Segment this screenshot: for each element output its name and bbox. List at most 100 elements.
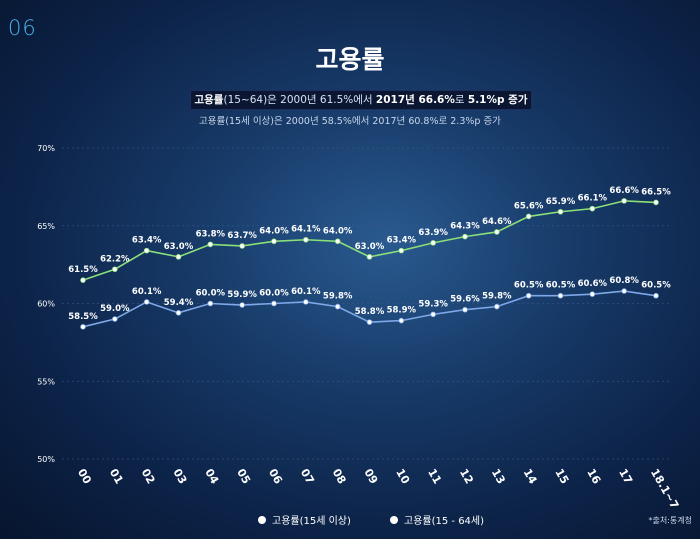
x-tick-label: 13 [489, 466, 508, 486]
data-label: 64.1% [291, 225, 321, 235]
data-point [398, 317, 405, 324]
data-label: 58.9% [387, 306, 417, 316]
data-label: 59.4% [164, 298, 194, 308]
legend-item-15-over: 고용률(15세 이상) [258, 512, 351, 527]
x-tick-label: 00 [75, 466, 94, 486]
data-label: 64.0% [259, 226, 289, 236]
data-label: 59.8% [482, 292, 512, 302]
data-label: 60.1% [132, 287, 162, 297]
data-label: 60.5% [514, 281, 544, 291]
data-label: 63.7% [227, 231, 257, 241]
data-point [175, 310, 182, 316]
subtitle-2017-value: 2017년 66.6% [375, 94, 455, 106]
subtitle-connector: 로 [454, 94, 468, 106]
data-label: 59.0% [100, 304, 130, 314]
data-label: 59.9% [227, 290, 257, 300]
data-point [621, 198, 627, 204]
data-point [207, 241, 214, 248]
data-point [462, 306, 468, 313]
y-tick-label: 60% [37, 300, 55, 309]
data-label: 64.3% [450, 222, 480, 232]
series-line [82, 200, 657, 281]
subtitle-secondary: 고용률(15세 이상)은 2000년 58.5%에서 2017년 60.8%로 … [199, 116, 501, 127]
data-point [271, 300, 277, 307]
data-point [430, 311, 436, 318]
page-title: 고용률 [315, 45, 385, 74]
x-tick-label: 11 [425, 466, 444, 486]
data-point [430, 240, 436, 246]
data-point [653, 199, 659, 206]
data-label: 63.0% [355, 242, 385, 252]
data-point [398, 247, 405, 254]
data-label: 60.6% [578, 279, 608, 289]
data-point [525, 213, 532, 220]
data-point [557, 292, 564, 299]
subtitle-increase: 5.1%p 증가 [467, 94, 528, 106]
data-label: 65.6% [514, 201, 544, 211]
data-point [653, 292, 659, 299]
data-point [334, 238, 341, 245]
data-label: 66.5% [641, 187, 671, 197]
data-label: 60.1% [291, 287, 321, 297]
data-label: 59.6% [450, 295, 480, 305]
data-label: 64.6% [482, 217, 512, 227]
x-tick-label: 14 [521, 466, 540, 486]
data-label: 60.5% [546, 281, 576, 291]
data-label: 58.8% [355, 307, 385, 317]
x-tick-label: 07 [298, 466, 317, 486]
x-tick-label: 01 [107, 466, 126, 486]
data-point [80, 324, 86, 330]
data-label: 58.5% [68, 312, 98, 322]
data-label: 60.0% [259, 289, 289, 299]
data-label: 63.4% [387, 236, 417, 246]
data-point [175, 254, 182, 260]
data-point [143, 247, 150, 254]
slide-number: 06 [8, 16, 37, 40]
data-point [80, 277, 86, 283]
data-point [557, 208, 564, 215]
legend-item-15-64: 고용률(15 - 64세) [390, 512, 484, 527]
x-tick-label: 04 [202, 466, 221, 486]
data-point [303, 299, 309, 305]
data-point [366, 254, 373, 260]
data-label: 63.0% [164, 242, 194, 252]
data-label: 59.8% [323, 292, 353, 302]
x-tick-label: 16 [584, 466, 603, 486]
data-point [462, 233, 468, 240]
subtitle-range: (15~64)은 2000년 61.5%에서 [223, 94, 376, 106]
data-point [112, 266, 118, 273]
data-point [239, 243, 245, 249]
x-tick-label: 10 [393, 466, 412, 486]
chart-legend: 고용률(15세 이상) 고용률(15 - 64세) [0, 512, 700, 530]
data-label: 65.9% [546, 197, 576, 207]
x-tick-label: 12 [457, 466, 476, 486]
x-tick-label: 18.1~7 [648, 466, 681, 511]
legend-label-15-over: 고용률(15세 이상) [272, 516, 351, 527]
data-label: 63.9% [418, 228, 448, 238]
subtitle-term: 고용률 [194, 94, 224, 106]
legend-marker-icon [390, 515, 398, 524]
data-label: 60.8% [609, 276, 639, 286]
legend-label-15-64: 고용률(15 - 64세) [404, 516, 485, 527]
source-note: *출처:통계청 [648, 516, 693, 525]
data-point [239, 302, 245, 308]
data-point [271, 238, 277, 245]
x-tick-label: 17 [616, 466, 635, 486]
data-point [112, 316, 118, 322]
data-point [207, 300, 214, 307]
y-tick-label: 50% [37, 455, 55, 464]
data-point [494, 229, 500, 235]
y-tick-label: 65% [37, 222, 55, 231]
data-label: 63.8% [196, 229, 226, 239]
data-point [589, 205, 596, 212]
data-point [621, 288, 627, 294]
y-tick-label: 70% [37, 144, 55, 153]
data-label: 66.1% [578, 194, 608, 204]
data-point [589, 291, 596, 297]
x-tick-label: 08 [330, 466, 349, 486]
data-label: 66.6% [609, 186, 639, 196]
data-point [303, 236, 309, 243]
x-tick-label: 06 [266, 466, 285, 486]
data-label: 62.2% [100, 254, 130, 264]
